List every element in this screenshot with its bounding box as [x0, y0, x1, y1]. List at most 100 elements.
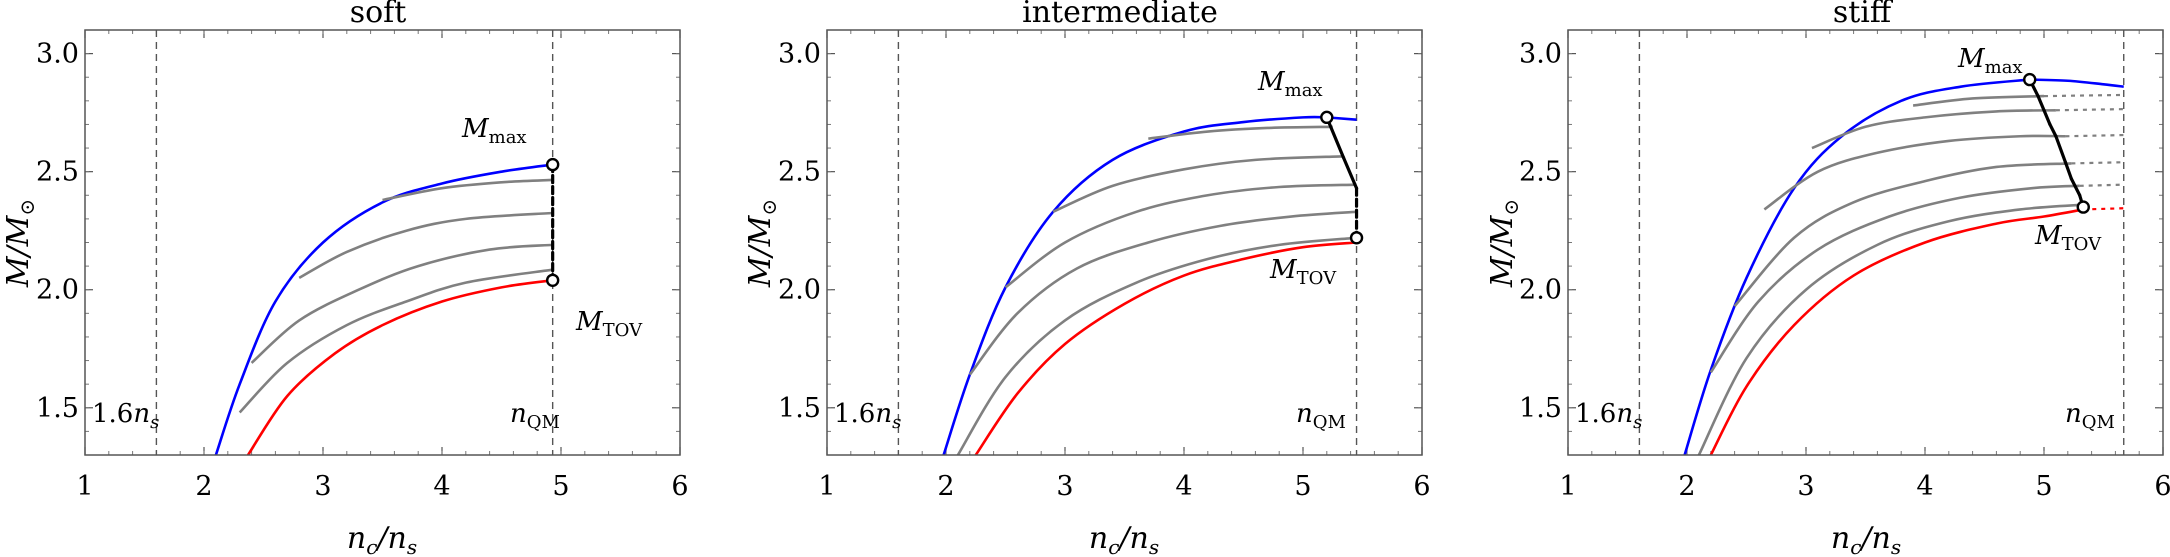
- y-tick-label: 2.0: [778, 275, 821, 306]
- x-tick-label: 3: [1056, 471, 1073, 502]
- series-line: [298, 211, 553, 280]
- y-tick-label: 2.5: [778, 157, 821, 188]
- mmax-label: Mmax: [1957, 44, 2023, 78]
- series-line: [2029, 78, 2124, 88]
- mtov-marker: [1349, 231, 1364, 245]
- plot-area: 1 2 3 4 5 6 1.5 2.0 2.5 3.0: [36, 29, 689, 502]
- y-tick-label: 3.0: [36, 39, 79, 70]
- plot-area: 1 2 3 4 5 6 1.5 2.0 2.5 3.0: [1519, 29, 2170, 502]
- lower-density-label: 1.6ns: [92, 399, 159, 433]
- series-line: [1763, 134, 2066, 211]
- y-axis-label: M/M⊙: [1, 199, 39, 288]
- mmax-mtov-curve-segment: [2036, 94, 2046, 112]
- panel-stiff: stiff 1 2 3 4 5 6 1.5 2.0 2.5 3.0 nc/ns M/M⊙ 1.6n…: [1485, 0, 2170, 557]
- series-line: [1709, 208, 2084, 455]
- x-tick-label: 1: [76, 471, 93, 502]
- dotted-extension: [2055, 107, 2124, 112]
- mmax-mtov-curve-segment: [2042, 108, 2052, 127]
- series-line: [1004, 183, 1357, 289]
- axes-frame: [84, 29, 681, 456]
- series-line: [246, 278, 553, 455]
- lower-density-label: 1.6ns: [1575, 399, 1642, 433]
- x-axis-label: nc/ns: [347, 521, 417, 557]
- mtov-label: MTOV: [575, 307, 643, 341]
- dotted-extension: [2065, 133, 2124, 138]
- series-line: [1683, 78, 2030, 455]
- mmax-label: Mmax: [461, 114, 527, 148]
- y-tick-label: 1.5: [1519, 393, 1562, 424]
- dotted-extension: [2083, 207, 2124, 211]
- panel-title: intermediate: [1022, 0, 1218, 30]
- curves-group: [942, 115, 1357, 455]
- x-tick-label: 2: [1678, 471, 1695, 502]
- lower-density-label: 1.6ns: [834, 399, 901, 433]
- dotted-extension: [2071, 161, 2124, 165]
- mmax-mtov-curve-segment: [2069, 177, 2082, 197]
- mmax-mtov-curve-segment: [2054, 134, 2068, 164]
- panel-title: stiff: [1833, 0, 1894, 30]
- x-tick-label: 4: [433, 471, 450, 502]
- y-tick-label: 2.0: [1519, 275, 1562, 306]
- mtov-marker: [545, 273, 560, 287]
- mmax-mtov-curve-segment: [2063, 160, 2073, 181]
- series-line: [942, 115, 1327, 455]
- series-line: [1709, 184, 2080, 374]
- nqm-label: nQM: [510, 399, 560, 433]
- mmax-marker: [545, 157, 560, 172]
- series-line: [956, 236, 1357, 455]
- series-line: [1697, 203, 2084, 455]
- series-line: [238, 268, 553, 414]
- x-tick-label: 4: [1175, 471, 1192, 502]
- x-axis-label: nc/ns: [1831, 521, 1901, 557]
- y-tick-label: 3.0: [778, 39, 821, 70]
- x-tick-label: 5: [2035, 471, 2052, 502]
- mmax-label: Mmax: [1257, 67, 1323, 101]
- curves-group: [214, 163, 553, 455]
- y-tick-label: 1.5: [778, 393, 821, 424]
- x-tick-label: 5: [552, 471, 569, 502]
- x-tick-label: 4: [1916, 471, 1933, 502]
- x-tick-label: 6: [2154, 471, 2170, 502]
- x-axis-label: nc/ns: [1089, 521, 1159, 557]
- x-tick-label: 2: [195, 471, 212, 502]
- series-line: [968, 210, 1357, 376]
- panel-intermediate: intermediate 1 2 3 4 5 6 1.5 2.0 2.5 3.0 nc/ns M/…: [743, 0, 1431, 557]
- y-tick-label: 2.0: [36, 275, 79, 306]
- panel-title: soft: [350, 0, 407, 30]
- y-axis-label: M/M⊙: [743, 199, 781, 288]
- x-tick-label: 6: [1413, 471, 1430, 502]
- mmax-marker: [1320, 110, 1334, 125]
- y-tick-label: 2.5: [36, 157, 79, 188]
- dotted-extension: [2043, 93, 2124, 98]
- x-tick-label: 2: [937, 471, 954, 502]
- mtov-label: MTOV: [1269, 255, 1337, 289]
- nqm-label: nQM: [2065, 399, 2115, 433]
- mtov-label: MTOV: [2034, 221, 2102, 255]
- series-line: [1733, 162, 2072, 308]
- mtov-marker: [2076, 200, 2090, 214]
- y-tick-label: 1.5: [36, 393, 79, 424]
- x-tick-label: 3: [1797, 471, 1814, 502]
- x-tick-label: 1: [818, 471, 835, 502]
- axes-frame: [826, 29, 1423, 456]
- series-line: [382, 178, 553, 202]
- axes-frame: [1567, 29, 2164, 456]
- curves-group: [1683, 78, 2124, 455]
- x-tick-label: 1: [1559, 471, 1576, 502]
- y-tick-label: 3.0: [1519, 39, 1562, 70]
- series-line: [1052, 155, 1344, 213]
- dotted-extension: [2079, 183, 2124, 187]
- mmax-mtov-curve-segment: [1341, 155, 1359, 190]
- panel-soft: soft 1 2 3 4 5 6 1.5 2.0 2.5 3.0 nc/ns M/M⊙ 1.6ns…: [1, 0, 689, 557]
- nqm-label: nQM: [1296, 399, 1346, 433]
- y-tick-label: 2.5: [1519, 157, 1562, 188]
- x-tick-label: 3: [314, 471, 331, 502]
- series-line: [1148, 125, 1333, 140]
- series-line: [214, 163, 553, 455]
- series-line: [1912, 94, 2045, 107]
- mmax-mtov-curve-segment: [1325, 115, 1346, 160]
- mmax-marker: [2023, 72, 2037, 87]
- plot-area: 1 2 3 4 5 6 1.5 2.0 2.5 3.0: [778, 29, 1431, 502]
- series-line: [250, 243, 553, 364]
